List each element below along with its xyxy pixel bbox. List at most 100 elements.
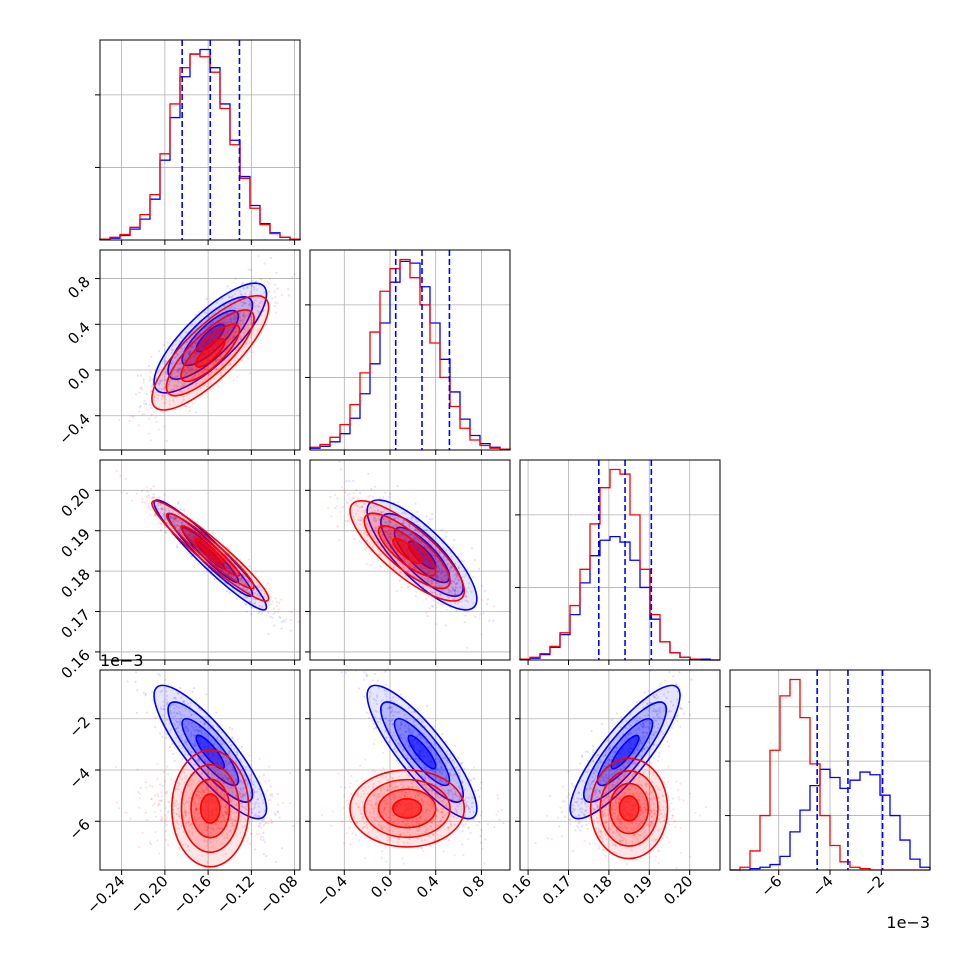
diag-panel-3-hist-0 — [730, 768, 931, 871]
panel-1-0-contour-1-2 — [165, 309, 255, 397]
panel-3-2-contour-0-2 — [583, 701, 668, 803]
panel-2-1-contour-1-1 — [377, 525, 437, 577]
panel-2-1-fill-1-3 — [392, 538, 422, 564]
panel-3-1-contour-1-3 — [349, 769, 466, 848]
xtick-label-p2-2: 0.18 — [579, 872, 615, 908]
xtick-label-p1-1: 0.0 — [367, 872, 397, 902]
ytick-label-p2-0: 0.16 — [57, 646, 93, 682]
diag-panel-1 — [305, 249, 511, 455]
panel-1-0-frame — [99, 249, 301, 451]
panel-3-0-contour-1-1 — [190, 778, 231, 839]
panel-3-2-scatter-0 — [534, 670, 693, 853]
ytick-label-p2-1: 0.17 — [57, 606, 93, 642]
xtick-label-p0-2: −0.16 — [170, 872, 215, 917]
panel-3-1-contour-1-2 — [363, 778, 451, 839]
panel-3-0-contour-1-2 — [180, 763, 240, 854]
ytick-label-p1-1: 0.0 — [64, 364, 94, 394]
panel-3-1-contour-1-0 — [392, 798, 423, 819]
panel-2-0-contour-1-3 — [151, 500, 270, 602]
xtick-label-p3-1: −4 — [808, 872, 836, 900]
panel-2-1-plot-area — [327, 460, 496, 649]
diag-panel-0-hist-0 — [99, 48, 301, 240]
panel-3-1-contour-0-0 — [407, 734, 437, 770]
y-offset-label: 1e−3 — [100, 651, 144, 670]
panel-2-0-frame — [99, 459, 301, 661]
panel-1-0-contour-0-3 — [153, 282, 268, 394]
panel-3-2-contour-1-2 — [599, 770, 659, 847]
diag-panel-0-hist-1 — [99, 53, 301, 240]
panel-1-0: −0.4 0.0 0.4 0.8 — [55, 249, 301, 455]
panel-2-1-contour-1-2 — [363, 512, 451, 590]
panel-3-2-plot-area — [534, 670, 707, 870]
panel-3-0-contour-0-1 — [181, 717, 240, 787]
panel-3-2-fill-1-3 — [619, 795, 639, 821]
panel-3-2-contour-0-0 — [610, 734, 640, 770]
diag-panel-0-frame — [99, 39, 301, 241]
panel-3-2-contour-0-3 — [569, 684, 681, 820]
panel-1-0-fill-1-3 — [195, 338, 225, 368]
panel-3-0-contour-1-0 — [199, 793, 221, 824]
xtick-label-p2-1: 0.17 — [539, 872, 575, 908]
panel-3-0-fill-1-3 — [200, 793, 220, 824]
diag-panel-0 — [95, 39, 301, 245]
xtick-label-p3-2: −2 — [860, 872, 888, 900]
panel-3-1-contour-0-2 — [380, 701, 464, 803]
diag-panel-1-frame — [309, 249, 511, 451]
panel-1-0-plot-area — [117, 250, 296, 443]
xtick-label-p0-1: −0.20 — [126, 872, 171, 917]
panel-2-1-contour-1-0 — [392, 537, 423, 565]
panel-1-0-contour-1-1 — [180, 323, 241, 383]
panel-3-1-contour-0-3 — [366, 684, 478, 820]
diag-panel-2-frame — [519, 459, 721, 661]
panel-3-1-plot-area — [320, 670, 505, 865]
panel-3-0-fill-0-3 — [196, 735, 225, 769]
panel-3-1-contour-1-1 — [377, 788, 437, 829]
panel-3-0-contour-1-3 — [171, 749, 250, 868]
panel-3-1: −0.4 0.0 0.4 0.8 — [305, 669, 511, 911]
panel-2-0-plot-area — [115, 469, 300, 635]
ytick-label-p1-0: −0.4 — [55, 410, 93, 448]
panel-3-0-contour-0-2 — [167, 701, 254, 803]
panel-3-0-contour-0-0 — [195, 734, 226, 770]
panel-3-2-contour-1-0 — [618, 795, 640, 822]
panel-3-2: 0.16 0.17 0.18 0.19 0.20 — [499, 669, 721, 908]
diag-panel-1-hist-0 — [309, 260, 511, 450]
panel-2-1 — [305, 459, 511, 665]
panel-2-0-contour-1-1 — [180, 525, 241, 577]
x-offset-label: 1e−3 — [886, 913, 930, 932]
xtick-label-p0-4: −0.08 — [256, 872, 301, 917]
panel-3-0-scatter-1 — [114, 743, 292, 864]
panel-1-0-contour-0-2 — [167, 296, 254, 380]
diag-panel-1-hist-1 — [309, 258, 511, 450]
xtick-label-p2-3: 0.19 — [620, 872, 656, 908]
ytick-label-p2-2: 0.18 — [57, 565, 93, 601]
xtick-label-p1-2: 0.4 — [413, 872, 443, 902]
panel-1-0-contour-1-0 — [194, 337, 226, 368]
xtick-label-p0-0: −0.24 — [83, 872, 128, 917]
xtick-label-p2-0: 0.16 — [499, 872, 535, 908]
panel-3-1-fill-1-3 — [392, 798, 422, 819]
xtick-label-p1-0: −0.4 — [313, 872, 351, 910]
diag-panel-2 — [515, 459, 721, 665]
xtick-label-p1-3: 0.8 — [459, 872, 489, 902]
panel-3-2-contour-1-1 — [609, 782, 650, 835]
panel-2-0-contour-1-2 — [165, 512, 255, 590]
panel-3-0-contour-0-3 — [153, 684, 268, 820]
panel-2-1-fill-0-3 — [408, 541, 436, 569]
ytick-label-p3-0: −6 — [65, 815, 93, 843]
panel-2-1-frame — [309, 459, 511, 661]
ytick-label-p2-4: 0.20 — [57, 484, 93, 520]
ytick-label-p1-2: 0.4 — [64, 318, 94, 348]
ytick-label-p3-1: −4 — [65, 764, 93, 792]
diag-panel-3: −6 −4 −2 — [725, 669, 931, 900]
ytick-label-p1-3: 0.8 — [64, 273, 94, 303]
xtick-label-p0-3: −0.12 — [213, 872, 258, 917]
ytick-label-p2-3: 0.19 — [57, 525, 93, 561]
panel-3-1-fill-0-3 — [408, 735, 436, 769]
xtick-label-p2-4: 0.20 — [660, 872, 696, 908]
panel-3-2-contour-1-3 — [589, 757, 669, 860]
diag-panel-2-hist-1 — [519, 468, 720, 661]
panel-3-0: −0.24−0.20−0.16−0.12−0.08 −6 −4 −2 — [65, 669, 301, 917]
panel-1-0-contour-1-3 — [151, 294, 270, 411]
